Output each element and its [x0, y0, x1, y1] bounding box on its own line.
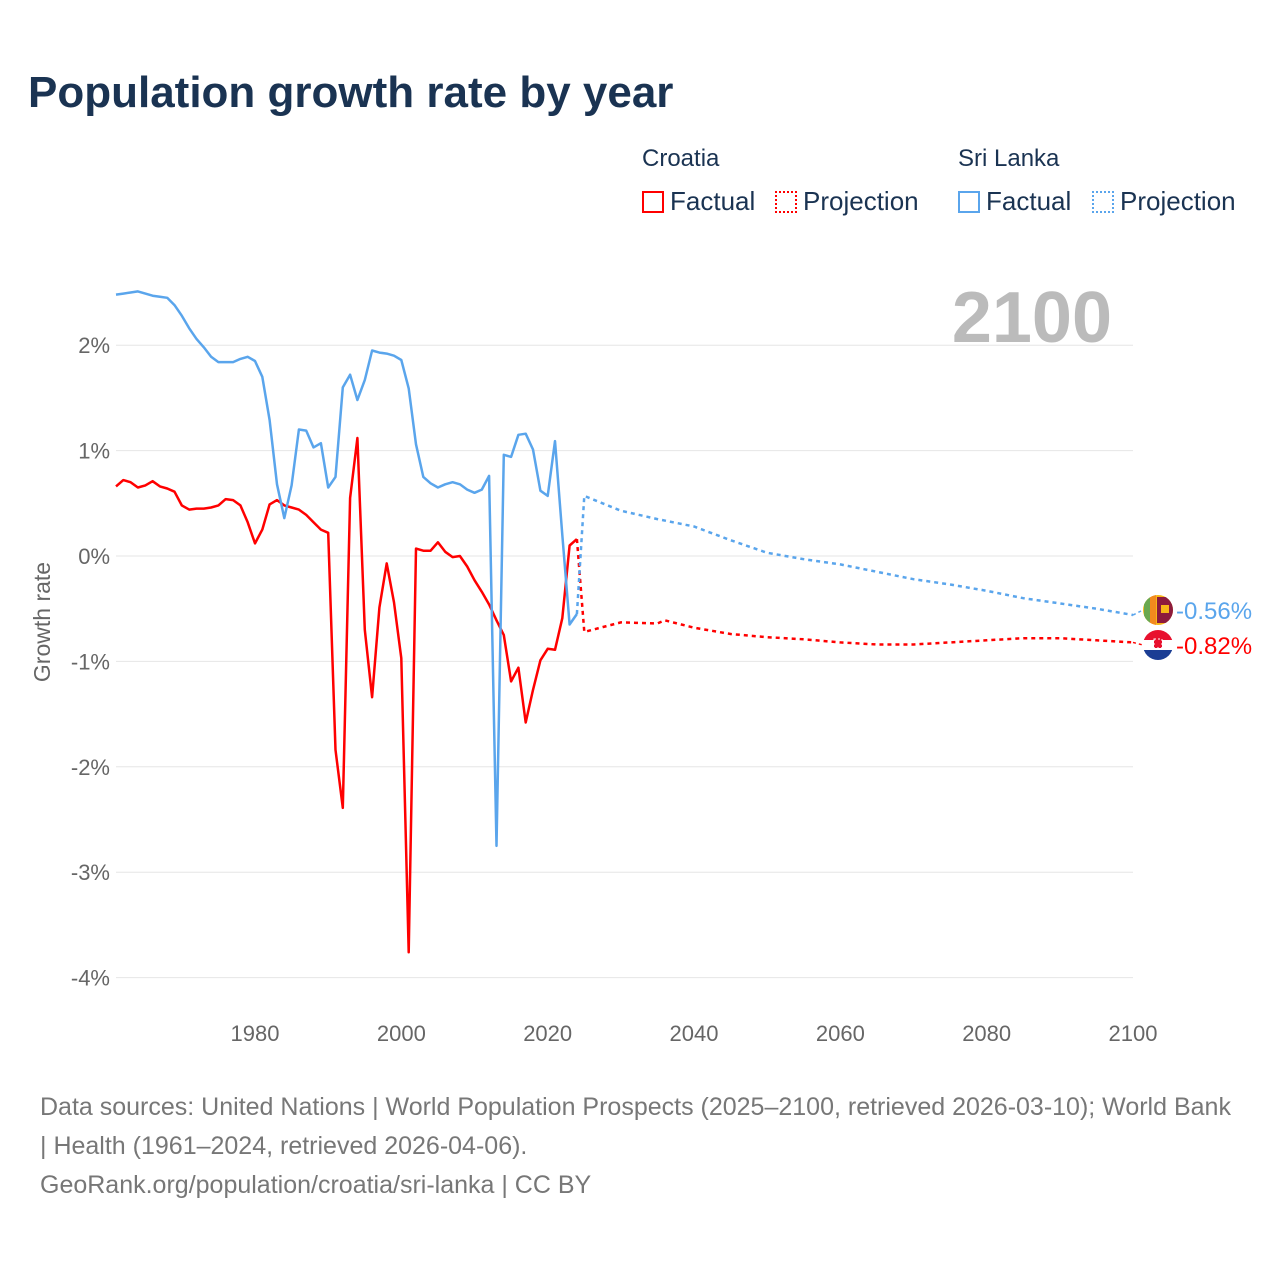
legend-group-croatia: Croatia [642, 145, 720, 172]
y-tick-label: -3% [71, 860, 110, 885]
y-axis-label: Growth rate [29, 562, 55, 682]
flag-body [1143, 595, 1173, 625]
flag-stripe [1150, 595, 1156, 625]
x-tick-label: 1980 [231, 1021, 280, 1046]
solid-swatch-icon [958, 190, 980, 213]
y-tick-label: 1% [78, 439, 110, 464]
legend-croatia-factual[interactable]: Factual [642, 186, 755, 217]
dotted-swatch-icon [775, 190, 797, 213]
credit-link[interactable]: GeoRank.org/population/croatia/sri-lanka… [40, 1171, 592, 1199]
legend-label: Projection [1120, 186, 1236, 216]
legend-group-sri-lanka: Sri Lanka [958, 145, 1060, 172]
flag-stripe [1144, 595, 1150, 625]
y-tick-label: 0% [78, 544, 110, 569]
series-line-sri-lanka-factual [115, 290, 578, 848]
solid-swatch-icon [642, 190, 664, 213]
end-value-label: -0.82% [1176, 633, 1252, 660]
label-connector [1132, 609, 1144, 616]
x-tick-label: 2100 [1109, 1021, 1158, 1046]
legend-label: Factual [670, 186, 756, 216]
year-label: 2100 [952, 278, 1112, 358]
croatia-flag-icon [1143, 630, 1173, 660]
label-connector [1132, 641, 1144, 646]
flag-body [1143, 630, 1173, 660]
footer: Data sources: United Nations | World Pop… [40, 1088, 1240, 1205]
x-tick-label: 2000 [377, 1021, 426, 1046]
y-tick-label: 2% [78, 333, 110, 358]
y-tick-label: -4% [71, 966, 110, 991]
x-tick-label: 2060 [816, 1021, 865, 1046]
chart-title: Population growth rate by year [28, 68, 674, 117]
sri-lanka-flag-icon [1143, 595, 1173, 625]
flag-shield [1153, 638, 1163, 649]
y-tick-label: -2% [71, 755, 110, 780]
series-line-sri-lanka-projection [575, 494, 1134, 617]
flag-stripe [1143, 630, 1173, 640]
legend-label: Projection [803, 186, 919, 216]
series-line-croatia-factual [115, 436, 578, 954]
x-tick-label: 2080 [962, 1021, 1011, 1046]
flag-stripe [1143, 650, 1173, 660]
legend-label: Factual [986, 186, 1072, 216]
dotted-swatch-icon [1092, 190, 1114, 213]
x-tick-label: 2040 [670, 1021, 719, 1046]
legend-sri-lanka-factual[interactable]: Factual [958, 186, 1071, 217]
y-tick-label: -1% [71, 649, 110, 674]
end-value-label: -0.56% [1176, 598, 1252, 625]
series-line-croatia-projection [575, 539, 1134, 646]
legend-croatia-projection[interactable]: Projection [775, 186, 919, 217]
flag-lion [1161, 605, 1169, 613]
legend-sri-lanka-projection[interactable]: Projection [1092, 186, 1236, 217]
x-tick-label: 2020 [523, 1021, 572, 1046]
data-sources: Data sources: United Nations | World Pop… [40, 1093, 1231, 1160]
